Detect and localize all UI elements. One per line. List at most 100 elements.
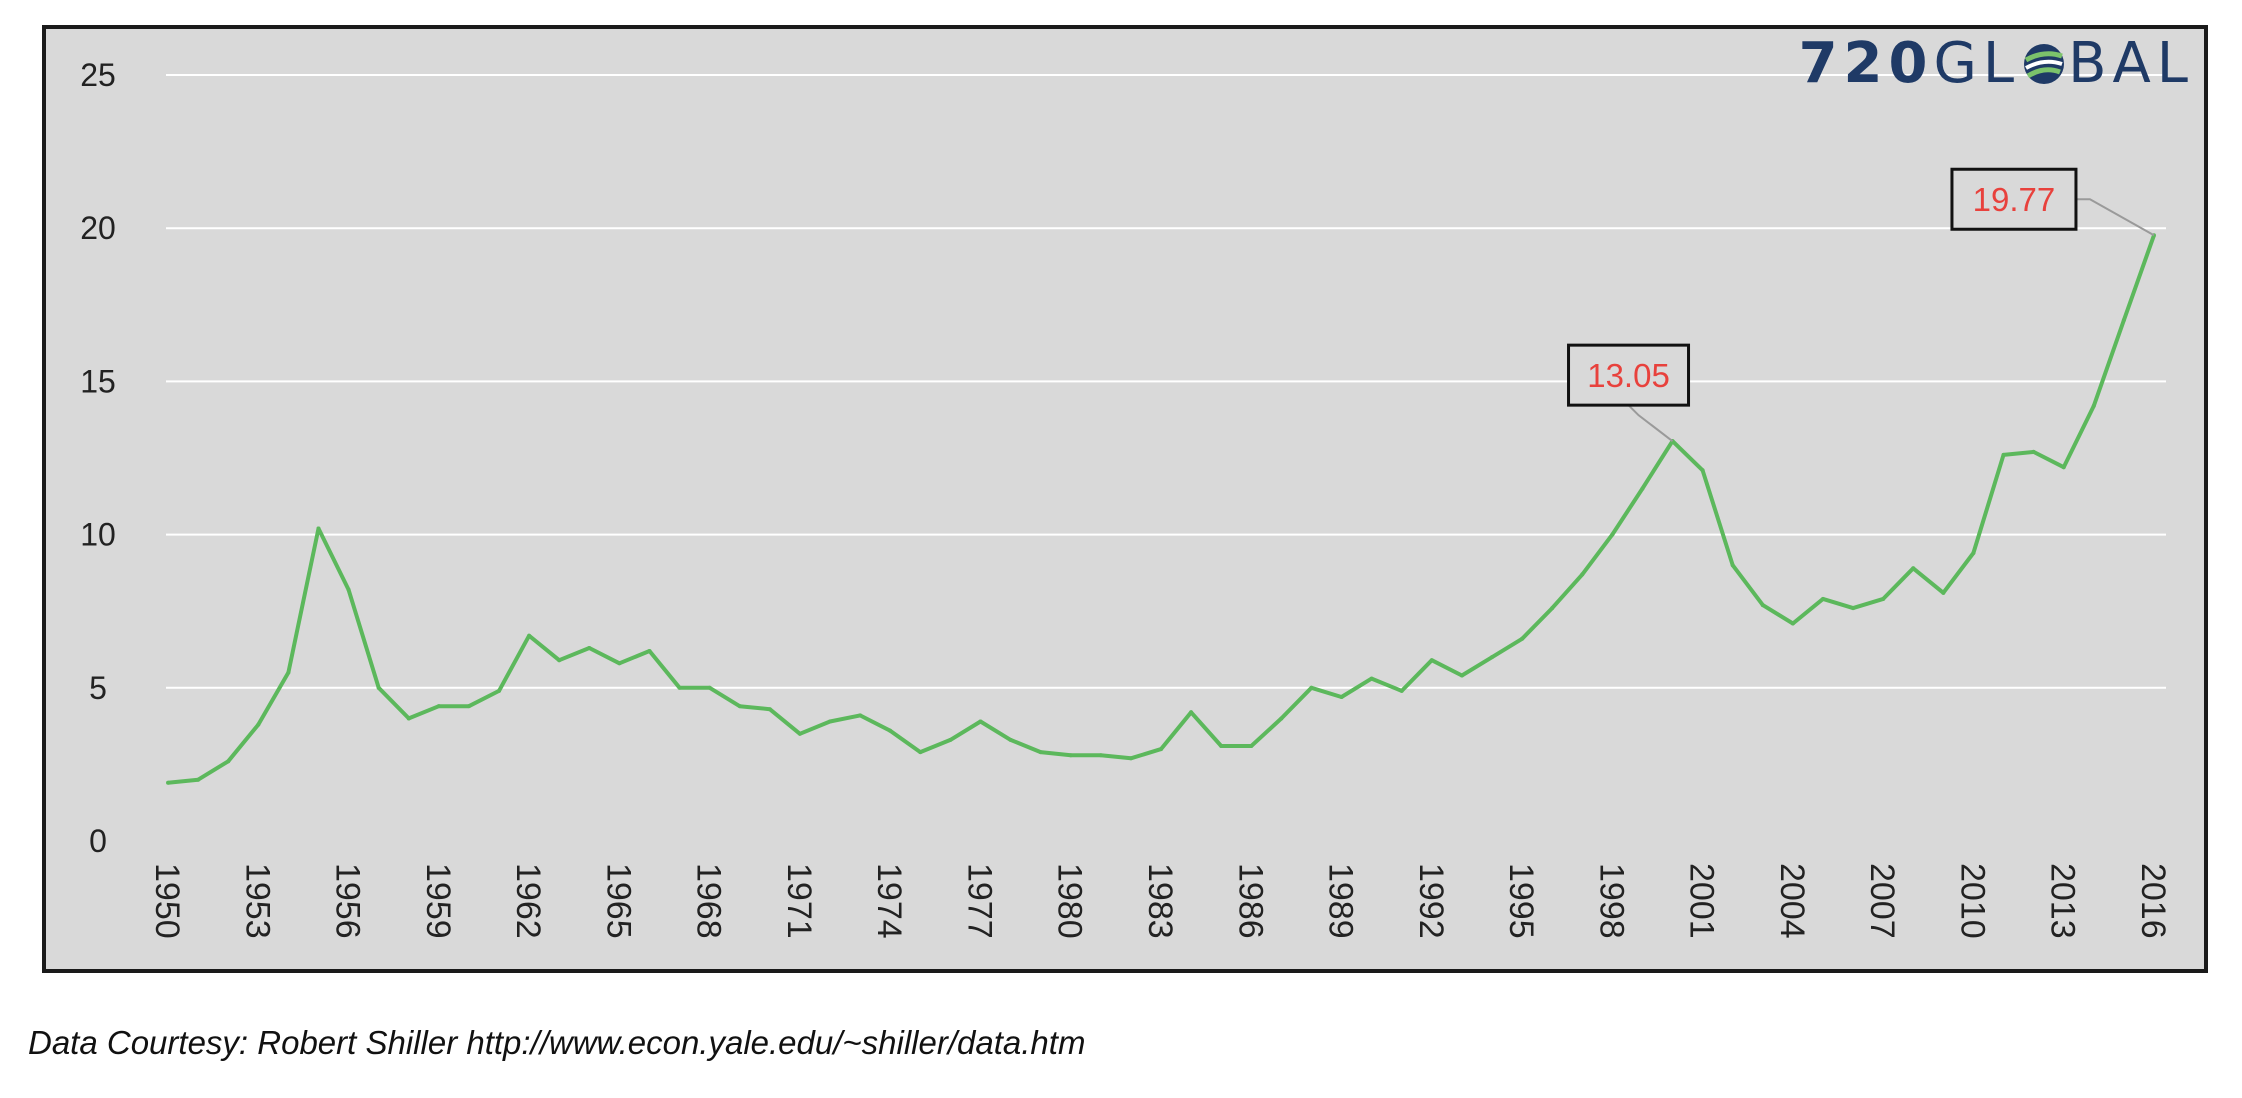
callout-19.77: 19.77 [1950, 167, 2155, 237]
data-point [1279, 716, 1284, 721]
data-point [436, 704, 441, 709]
data-point [1851, 606, 1856, 611]
x-tick-label: 1989 [1322, 863, 1360, 939]
data-point [196, 777, 201, 782]
data-point [918, 750, 923, 755]
data-point [948, 737, 953, 742]
x-tick-label: 1950 [148, 863, 186, 939]
data-point [1640, 486, 1645, 491]
data-point [527, 633, 532, 638]
data-point [2121, 318, 2126, 323]
logo-suffix: BAL [2068, 31, 2194, 96]
data-point [406, 716, 411, 721]
data-point [376, 685, 381, 690]
data-point [1459, 673, 1464, 678]
data-point [346, 587, 351, 592]
x-tick-label: 1956 [329, 863, 367, 939]
y-tick-label: 10 [80, 517, 116, 553]
data-point [1489, 655, 1494, 660]
callout-leader [1627, 404, 1674, 442]
data-point [1128, 756, 1133, 761]
data-point [1038, 750, 1043, 755]
data-source-caption: Data Courtesy: Robert Shiller http://www… [28, 1024, 1086, 1061]
x-tick-label: 1980 [1051, 863, 1089, 939]
data-point [1911, 566, 1916, 571]
y-tick-label: 0 [89, 823, 107, 859]
x-tick-label: 2001 [1683, 863, 1721, 939]
x-tick-label: 2007 [1863, 863, 1901, 939]
x-tick-label: 1983 [1141, 863, 1179, 939]
data-point [1790, 621, 1795, 626]
data-point [1159, 747, 1163, 752]
data-point [1881, 596, 1886, 601]
data-point [286, 670, 291, 675]
x-tick-label: 1965 [599, 863, 637, 939]
data-point [1249, 744, 1254, 749]
data-point [2091, 403, 2096, 408]
x-tick-label: 2010 [1953, 863, 1991, 939]
x-tick-label: 1998 [1592, 863, 1630, 939]
data-point [1339, 694, 1344, 699]
data-point [858, 713, 863, 718]
data-point [1580, 572, 1585, 577]
data-point [2031, 449, 2036, 454]
data-point [1760, 603, 1765, 608]
globe-icon [2024, 44, 2065, 84]
series-line [167, 234, 2156, 785]
data-point [1399, 688, 1404, 693]
data-point [166, 780, 171, 785]
callout-label: 13.05 [1587, 357, 1670, 394]
x-tick-label: 1986 [1231, 863, 1269, 939]
720global-logo: 720GL BAL [1799, 31, 2194, 96]
series-layer [166, 233, 2156, 785]
data-point [797, 731, 802, 736]
logo-prefix: 720 [1798, 31, 1934, 96]
logo-middle: GL [1933, 31, 2021, 96]
data-point [2001, 452, 2006, 457]
callout-box [1950, 167, 2078, 231]
x-tick-label: 1962 [509, 863, 547, 939]
data-point [1730, 563, 1735, 568]
annotations: 13.05 19.77 [1567, 167, 2155, 442]
data-point [888, 728, 893, 733]
data-point [1189, 710, 1194, 715]
callout-label: 19.77 [1973, 181, 2056, 218]
chart-frame: 0 5 10 15 20 25 1950 1953 1956 1959 1962 1965 1968 1… [42, 25, 2208, 973]
x-tick-label: 2004 [1773, 863, 1811, 939]
data-point [978, 719, 983, 724]
data-point [617, 661, 622, 666]
data-point [1068, 753, 1073, 758]
y-tick-label: 25 [80, 57, 116, 93]
data-point [1610, 532, 1615, 537]
callout-13.05: 13.05 [1567, 343, 1691, 442]
y-tick-label: 20 [80, 210, 116, 246]
data-point [316, 526, 321, 531]
data-point [707, 685, 712, 690]
data-point [587, 645, 592, 650]
callout-box [1567, 343, 1691, 407]
x-tick-label: 1992 [1412, 863, 1450, 939]
callout-leader [2075, 198, 2155, 237]
x-tick-label: 1995 [1502, 863, 1540, 939]
data-point [828, 719, 833, 724]
data-point [1219, 744, 1224, 749]
data-point [497, 688, 502, 693]
data-point [1550, 606, 1555, 611]
y-tick-label: 15 [80, 363, 116, 399]
data-point [557, 658, 562, 663]
data-point [1971, 550, 1976, 555]
data-point [1309, 685, 1314, 690]
data-point [1941, 590, 1946, 595]
x-tick-label: 1971 [780, 863, 818, 939]
data-point [767, 707, 772, 712]
data-point [1429, 658, 1434, 663]
x-tick-label: 1974 [870, 863, 908, 939]
y-axis-ticks: 0 5 10 15 20 25 [80, 57, 116, 859]
x-tick-label: 2013 [2044, 863, 2082, 939]
data-point [1098, 753, 1103, 758]
x-tick-label: 1968 [690, 863, 728, 939]
x-tick-label: 1977 [960, 863, 998, 939]
data-point [1700, 468, 1705, 473]
data-point [256, 722, 261, 727]
